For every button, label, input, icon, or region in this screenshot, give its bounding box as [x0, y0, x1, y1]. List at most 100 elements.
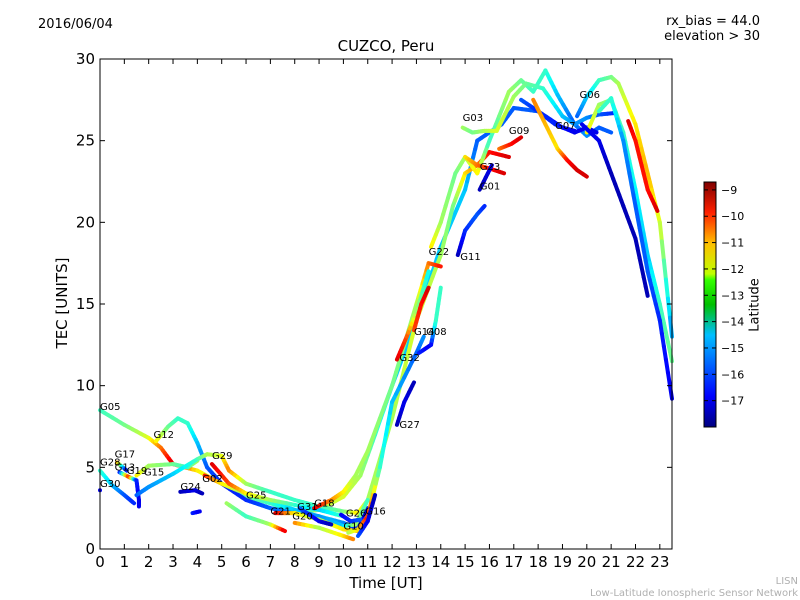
satellite-label: G05	[100, 402, 120, 413]
colorbar-tick-label: −13	[721, 289, 744, 302]
track-segment	[657, 220, 664, 244]
x-tick-label: 5	[217, 553, 227, 571]
track-g07b	[531, 97, 589, 179]
colorbar-ticks: −9 −10 −11 −12 −13 −14 −15 −16 −17	[704, 184, 744, 408]
y-tick-label: 30	[76, 50, 95, 68]
track-g25	[224, 501, 287, 534]
parameters-label: rx_bias = 44.0 elevation > 30	[664, 14, 760, 44]
credit-long: Low-Latitude Ionospheric Sensor Network	[590, 588, 798, 599]
track-segment	[661, 344, 668, 362]
colorbar-tick-label: −16	[721, 368, 744, 381]
y-tick-label: 5	[85, 458, 95, 476]
satellite-label: G30	[100, 479, 120, 490]
track-segment	[665, 370, 672, 388]
colorbar-tick-label: −11	[721, 237, 744, 250]
x-tick-label: 21	[602, 553, 621, 571]
track-g08	[416, 285, 443, 355]
satellite-label: G11	[460, 252, 480, 263]
colorbar	[703, 181, 717, 428]
track-g24	[178, 488, 205, 496]
track-segment	[607, 129, 614, 135]
x-tick-label: 13	[407, 553, 426, 571]
track-segment	[436, 263, 443, 269]
track-segment	[406, 334, 415, 355]
track-segment	[657, 318, 664, 336]
x-tick-label: 20	[577, 553, 596, 571]
y-tick-label: 25	[76, 132, 95, 150]
track-segment	[365, 484, 374, 502]
track-segment	[659, 239, 666, 263]
satellite-label: G23	[480, 162, 500, 173]
satellite-label: G02	[202, 474, 222, 485]
track-segment	[481, 204, 487, 210]
elevation-label: elevation > 30	[664, 29, 760, 44]
date-label: 2016/06/04	[38, 17, 113, 32]
track-g17	[115, 460, 129, 473]
x-axis-label: Time [UT]	[349, 574, 423, 592]
track-segment	[199, 490, 205, 496]
y-ticks: 0 5 10 15 20 25 30	[76, 50, 672, 558]
satellite-label: G18	[314, 499, 334, 510]
x-tick-label: 4	[193, 553, 203, 571]
track-g15	[134, 150, 511, 516]
x-tick-label: 6	[241, 553, 251, 571]
satellite-label: G03	[463, 113, 483, 124]
x-tick-label: 22	[626, 553, 645, 571]
track-g28	[98, 468, 137, 506]
track-g06e	[626, 119, 660, 213]
track-segment	[643, 284, 650, 298]
satellite-tracks	[98, 68, 674, 542]
track-g32	[394, 269, 431, 362]
track-segment	[123, 467, 129, 473]
track-segment	[369, 470, 378, 489]
satellite-label: G29	[212, 451, 232, 462]
colorbar-tick-label: −12	[721, 263, 744, 276]
x-tick-label: 3	[168, 553, 178, 571]
y-tick-label: 0	[85, 540, 95, 558]
track-segment	[371, 493, 378, 502]
x-tick-label: 15	[456, 553, 475, 571]
satellite-label: G32	[399, 353, 419, 364]
x-tick-label: 17	[504, 553, 523, 571]
satellite-label: G25	[246, 490, 266, 501]
track-g31	[297, 506, 334, 527]
colorbar-tick-label: −15	[721, 342, 744, 355]
track-segment	[425, 285, 431, 293]
track-segment	[592, 129, 599, 135]
satellite-label: G01	[480, 182, 500, 193]
satellite-label: G08	[426, 327, 446, 338]
chart-title: CUZCO, Peru	[337, 37, 435, 55]
track-segment	[130, 499, 137, 506]
track-segment	[420, 334, 426, 342]
satellite-label: G24	[180, 482, 200, 493]
track-segment	[499, 170, 507, 176]
satellite-label: G10	[343, 521, 363, 532]
x-tick-label: 8	[290, 553, 300, 571]
credit-short: LISN	[775, 576, 798, 587]
x-tick-label: 9	[314, 553, 324, 571]
x-tick-label: 23	[650, 553, 669, 571]
track-segment	[434, 244, 443, 262]
track-segment	[363, 498, 370, 507]
track-segment	[661, 258, 668, 282]
x-tick-label: 2	[144, 553, 154, 571]
track-g11	[455, 204, 487, 257]
track-segment	[583, 173, 589, 179]
track-g27	[394, 380, 416, 427]
x-tick-label: 7	[266, 553, 276, 571]
satellite-label: G15	[144, 468, 164, 479]
track-g16	[356, 493, 378, 538]
track-segment	[390, 400, 399, 421]
track-segment	[424, 269, 431, 281]
track-g06c	[596, 96, 674, 401]
satellite-label: G19	[127, 466, 147, 477]
satellite-label: G28	[100, 458, 120, 469]
track-segment	[659, 331, 666, 349]
colorbar-tick-label: −9	[721, 184, 737, 197]
track-segment	[280, 527, 287, 534]
track-segment	[665, 296, 672, 320]
satellite-label: G20	[292, 512, 312, 523]
track-g10	[346, 334, 426, 535]
x-tick-label: 14	[431, 553, 450, 571]
